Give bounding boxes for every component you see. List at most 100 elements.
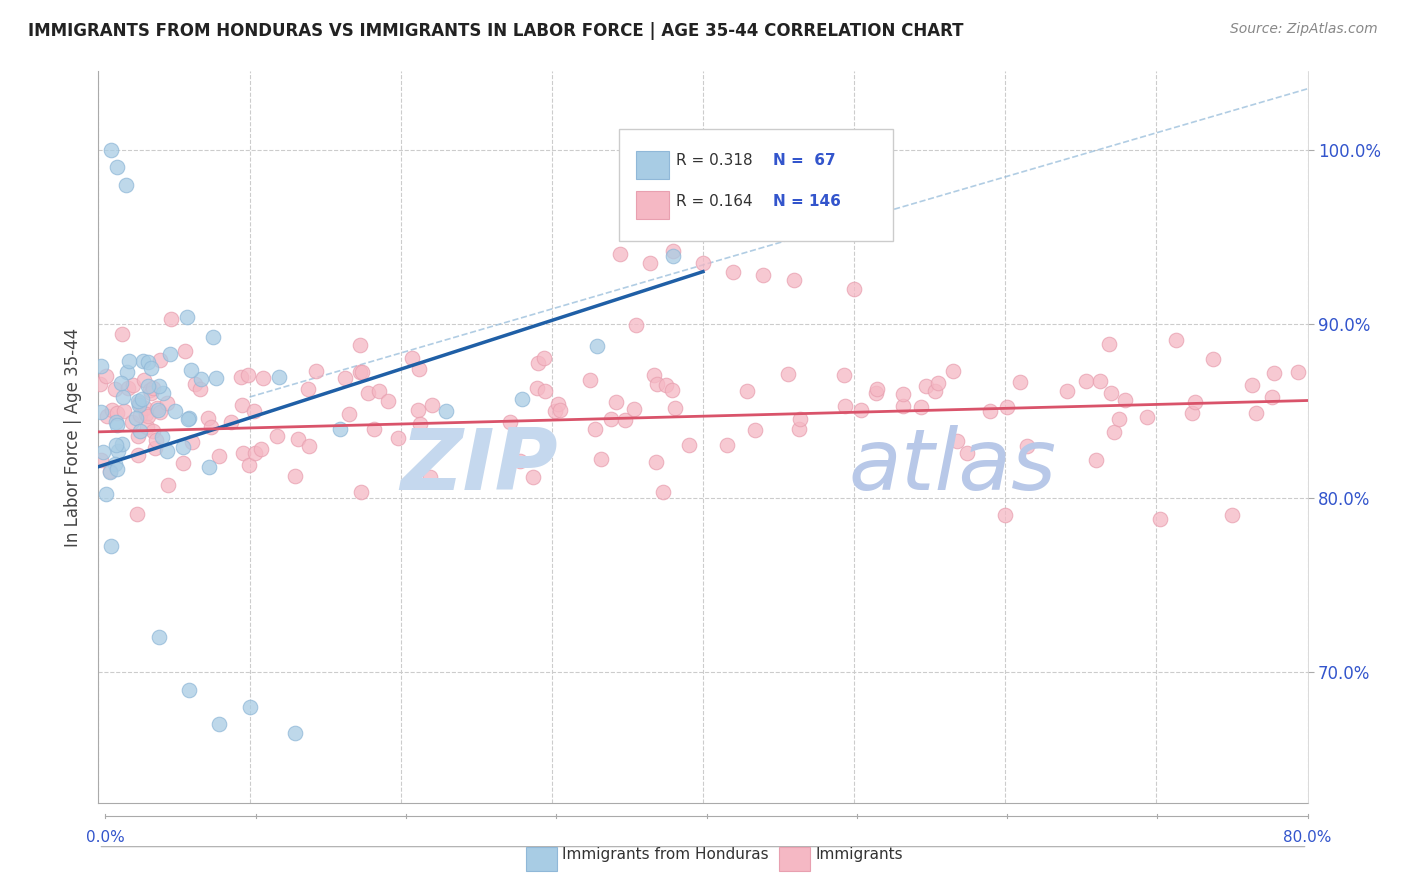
Point — [832, 368, 855, 383]
Point — [408, 362, 430, 376]
Point — [148, 378, 170, 392]
Point — [110, 376, 132, 390]
Point — [90, 405, 112, 419]
Point — [419, 470, 441, 484]
Point — [129, 408, 152, 422]
Point — [1098, 337, 1121, 351]
Point — [208, 717, 231, 731]
Text: 0.0%: 0.0% — [86, 830, 125, 845]
Point — [125, 507, 148, 521]
Point — [150, 430, 173, 444]
Point — [131, 392, 153, 407]
Point — [232, 446, 254, 460]
Point — [114, 178, 136, 192]
Point — [1263, 366, 1285, 380]
Point — [105, 418, 128, 433]
Point — [136, 409, 159, 423]
Point — [752, 268, 775, 282]
Point — [115, 365, 138, 379]
Point — [176, 411, 198, 425]
Point — [409, 417, 432, 432]
Text: R = 0.318: R = 0.318 — [676, 153, 752, 169]
Point — [1244, 405, 1267, 419]
Point — [910, 400, 932, 414]
Point — [661, 384, 683, 398]
Point — [148, 352, 170, 367]
Point — [284, 469, 307, 483]
Point — [783, 273, 806, 287]
Point — [586, 339, 609, 353]
Point — [661, 244, 683, 258]
Point — [357, 386, 380, 401]
Point — [522, 470, 544, 484]
Point — [655, 378, 678, 392]
Point — [110, 326, 132, 341]
Point — [329, 422, 352, 436]
Point — [148, 631, 170, 645]
Point — [1286, 365, 1309, 379]
Point — [510, 392, 533, 406]
Text: Immigrants from Honduras: Immigrants from Honduras — [562, 847, 769, 863]
Point — [156, 443, 179, 458]
Point — [547, 397, 569, 411]
Point — [284, 726, 307, 740]
Point — [626, 318, 648, 333]
Point — [1114, 392, 1136, 407]
Point — [121, 377, 143, 392]
Point — [526, 381, 548, 395]
Point — [1008, 375, 1031, 389]
Point — [1102, 425, 1125, 439]
Point — [377, 393, 399, 408]
Point — [589, 451, 612, 466]
Point — [176, 310, 198, 324]
Point — [100, 465, 122, 479]
Point — [134, 373, 156, 387]
Point — [177, 410, 200, 425]
Point — [145, 433, 167, 447]
Point — [339, 407, 361, 421]
Point — [1099, 385, 1122, 400]
Point — [287, 432, 309, 446]
Point — [645, 376, 668, 391]
Point — [614, 412, 637, 426]
Point — [136, 355, 159, 369]
Point — [136, 379, 159, 393]
Point — [145, 442, 167, 456]
Point — [350, 485, 373, 500]
Point — [776, 367, 799, 381]
Point — [200, 419, 222, 434]
Point — [172, 440, 194, 454]
Point — [90, 453, 112, 467]
Point — [645, 455, 668, 469]
Text: 80.0%: 80.0% — [1284, 830, 1331, 845]
Point — [401, 351, 423, 366]
Point — [723, 265, 745, 279]
Point — [250, 442, 273, 456]
Point — [105, 415, 128, 429]
Point — [1108, 412, 1130, 426]
Point — [1149, 512, 1171, 526]
Point — [664, 401, 686, 415]
Point — [202, 330, 225, 344]
Point — [152, 386, 174, 401]
Point — [924, 384, 946, 398]
Point — [129, 424, 152, 438]
Point — [156, 478, 179, 492]
Point — [1164, 333, 1187, 347]
Point — [406, 402, 429, 417]
Text: N =  67: N = 67 — [773, 153, 837, 169]
Point — [844, 282, 866, 296]
Point — [350, 365, 373, 379]
Point — [509, 454, 531, 468]
Point — [942, 364, 965, 378]
Point — [112, 403, 135, 417]
Point — [238, 458, 260, 473]
Point — [101, 403, 124, 417]
Point — [600, 411, 623, 425]
Text: Source: ZipAtlas.com: Source: ZipAtlas.com — [1230, 22, 1378, 37]
Point — [995, 400, 1018, 414]
Point — [190, 372, 212, 386]
Point — [994, 508, 1017, 523]
Point — [142, 381, 165, 395]
Point — [236, 368, 259, 382]
